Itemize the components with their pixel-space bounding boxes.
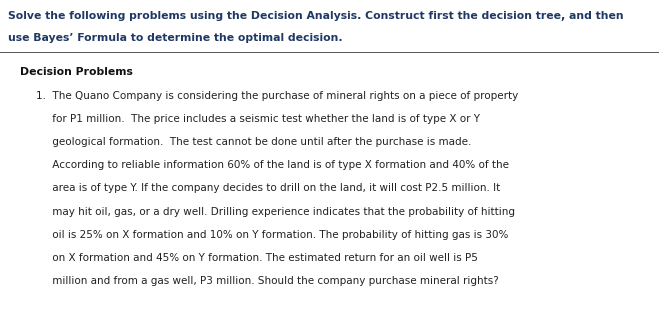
Text: may hit oil, gas, or a dry well. Drilling experience indicates that the probabil: may hit oil, gas, or a dry well. Drillin…	[36, 207, 515, 217]
Text: use Bayes’ Formula to determine the optimal decision.: use Bayes’ Formula to determine the opti…	[8, 33, 343, 43]
Text: oil is 25% on X formation and 10% on Y formation. The probability of hitting gas: oil is 25% on X formation and 10% on Y f…	[36, 230, 509, 240]
Text: Solve the following problems using the Decision Analysis. Construct first the de: Solve the following problems using the D…	[8, 11, 623, 21]
Text: million and from a gas well, P3 million. Should the company purchase mineral rig: million and from a gas well, P3 million.…	[36, 276, 499, 286]
Text: geological formation.  The test cannot be done until after the purchase is made.: geological formation. The test cannot be…	[36, 137, 472, 147]
Text: on X formation and 45% on Y formation. The estimated return for an oil well is P: on X formation and 45% on Y formation. T…	[36, 253, 478, 263]
Text: Decision Problems: Decision Problems	[20, 67, 132, 77]
Text: 1.  The Quano Company is considering the purchase of mineral rights on a piece o: 1. The Quano Company is considering the …	[36, 91, 519, 100]
Text: According to reliable information 60% of the land is of type X formation and 40%: According to reliable information 60% of…	[36, 160, 509, 170]
Text: area is of type Y. If the company decides to drill on the land, it will cost P2.: area is of type Y. If the company decide…	[36, 183, 500, 193]
Text: for P1 million.  The price includes a seismic test whether the land is of type X: for P1 million. The price includes a sei…	[36, 114, 480, 124]
